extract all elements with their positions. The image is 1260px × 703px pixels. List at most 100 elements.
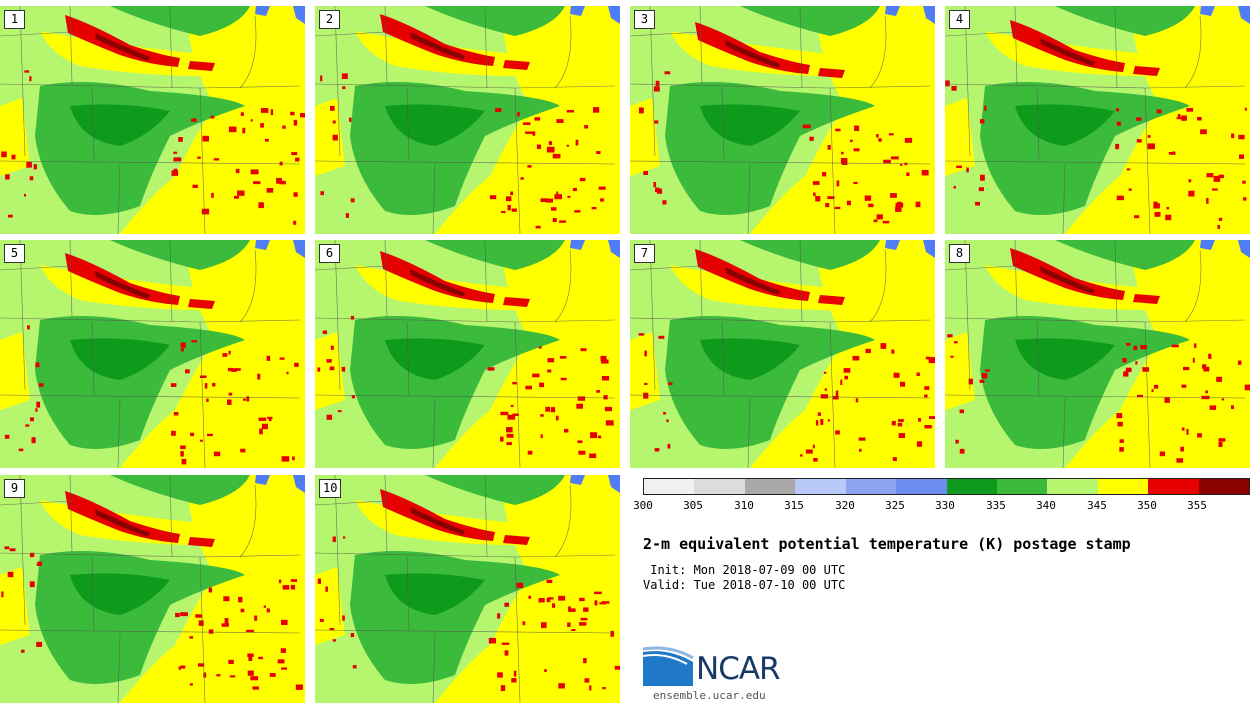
red-patch [1244,107,1247,111]
red-patch [221,623,229,627]
red-patch [892,457,897,461]
red-patch [171,430,176,436]
logo-url: ensemble.ucar.edu [653,689,766,702]
state-border [554,484,572,558]
red-patch [855,398,859,403]
red-patch [859,448,862,452]
red-patch [924,386,930,390]
red-patch [290,111,295,116]
red-patch [247,670,254,676]
red-patch [545,198,553,203]
red-patch [614,665,620,670]
red-patch [584,678,590,683]
red-patch [259,428,263,435]
red-patch [644,350,647,357]
state-border [554,249,572,323]
state-border [315,394,616,399]
red-patch [813,458,818,462]
red-patch [574,210,581,213]
red-patch [246,396,250,402]
water-region [1238,6,1250,24]
map-field [0,240,305,468]
red-patch [229,675,236,678]
red-patch [1156,109,1162,114]
red-patch [212,382,216,387]
dark-green-region [70,104,170,146]
red-patch [248,655,253,661]
colorbar-cell [1047,479,1098,494]
red-patch [245,629,254,633]
red-patch [897,201,902,206]
state-border [799,6,803,89]
red-patch [546,579,553,583]
red-patch [596,151,601,154]
red-patch [532,373,540,378]
red-patch [199,375,207,378]
red-patch [579,597,585,602]
red-patch [228,350,231,355]
state-border [945,31,1016,37]
red-patch [924,394,928,398]
red-patch [269,673,276,677]
red-patch [1181,115,1187,121]
red-patch [1177,114,1181,119]
state-border [199,556,206,703]
red-patch [292,456,295,461]
red-patch [593,107,600,113]
water-region [608,240,620,258]
red-patch [227,367,234,372]
red-patch [329,628,335,631]
red-patch [1206,197,1209,204]
red-patch [579,177,586,182]
colorbar-cell [845,479,897,494]
state-border [0,500,71,506]
red-patch [539,382,544,388]
map-panel: 9 [0,475,305,703]
colorbar-cell [795,479,846,494]
state-border [1036,321,1040,396]
red-patch [827,196,835,199]
state-border [315,265,386,271]
red-patch [951,86,957,91]
red-patch [950,355,954,358]
state-border [315,160,616,165]
red-patch [1231,405,1234,410]
red-patch [643,392,649,399]
red-band [503,60,530,70]
red-patch [1116,195,1124,201]
red-patch [250,676,259,681]
red-patch [270,109,274,116]
red-patch [525,385,532,390]
red-patch [294,362,299,367]
dark-red-band [410,32,465,60]
red-band [503,535,530,545]
red-patch [213,451,221,457]
state-border [199,321,206,468]
state-border [1114,240,1118,323]
green-north [740,240,880,270]
red-patch [180,612,188,617]
red-patch [548,597,554,600]
red-patch [1237,360,1242,365]
red-patch [832,395,839,400]
yellow-region [120,240,305,468]
red-patch [834,206,841,210]
state-border [945,265,1016,271]
state-border [169,475,173,558]
red-patch [171,170,179,176]
water-region [1200,240,1215,250]
red-patch [1116,413,1123,419]
red-patch [1242,180,1246,184]
red-patch [1218,174,1224,179]
yellow-region [120,475,305,703]
red-patch [1172,151,1176,155]
water-region [570,6,585,16]
red-patch [517,112,520,117]
colorbar-cell [694,479,745,494]
red-patch [558,595,566,601]
colorbar-cell [1097,479,1149,494]
red-patch [975,201,980,206]
red-patch [522,122,531,125]
red-patch [1171,344,1179,348]
red-patch [1218,441,1223,447]
